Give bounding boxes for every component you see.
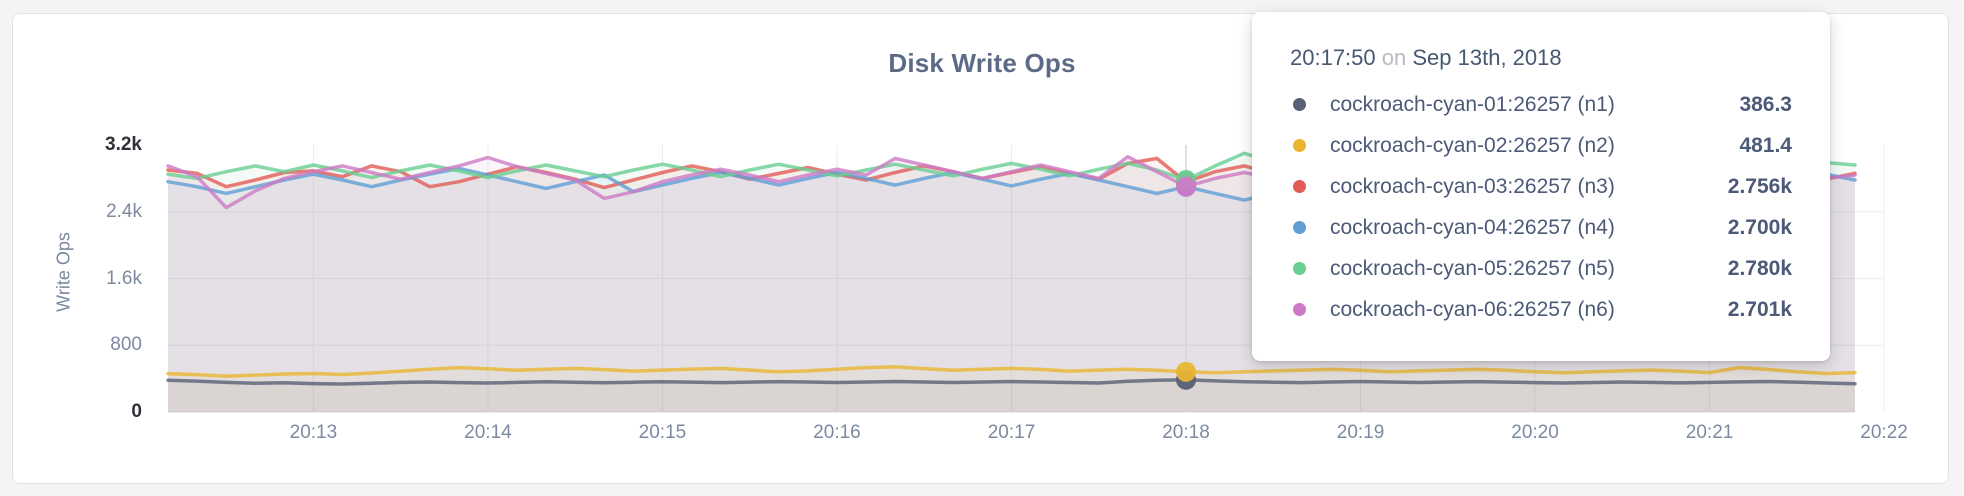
tooltip-series-name: cockroach-cyan-02:26257 (n2) — [1330, 133, 1615, 157]
tooltip-rows: cockroach-cyan-01:26257 (n1) 386.3 cockroa… — [1290, 84, 1792, 330]
series-color-dot-icon — [1293, 139, 1306, 152]
x-tick-label: 20:18 — [1162, 422, 1210, 443]
x-tick-label: 20:15 — [638, 422, 687, 443]
tooltip-series-name: cockroach-cyan-04:26257 (n4) — [1330, 215, 1615, 239]
x-tick-label: 20:22 — [1860, 422, 1908, 443]
tooltip-conjunction: on — [1381, 45, 1407, 70]
x-tick-label: 20:16 — [813, 422, 861, 443]
x-tick-label: 20:19 — [1336, 422, 1385, 443]
tooltip-row: cockroach-cyan-05:26257 (n5) 2.780k — [1290, 248, 1792, 289]
series-color-dot-icon — [1293, 180, 1306, 193]
tooltip-date: Sep 13th, 2018 — [1412, 45, 1562, 70]
series-color-dot-icon — [1293, 221, 1306, 234]
tooltip-series-name: cockroach-cyan-01:26257 (n1) — [1330, 92, 1615, 116]
tooltip-row: cockroach-cyan-01:26257 (n1) 386.3 — [1290, 84, 1792, 125]
tooltip-row: cockroach-cyan-04:26257 (n4) 2.700k — [1290, 207, 1792, 248]
y-tick-label: 0 — [131, 401, 142, 422]
tooltip-series-name: cockroach-cyan-03:26257 (n3) — [1330, 174, 1615, 198]
tooltip-series-name: cockroach-cyan-05:26257 (n5) — [1330, 256, 1615, 280]
series-color-dot-icon — [1293, 98, 1306, 111]
x-tick-label: 20:21 — [1685, 422, 1734, 443]
tooltip-row: cockroach-cyan-02:26257 (n2) 481.4 — [1290, 125, 1792, 166]
x-tick-label: 20:14 — [464, 422, 512, 443]
tooltip-row: cockroach-cyan-03:26257 (n3) 2.756k — [1290, 166, 1792, 207]
tooltip-row: cockroach-cyan-06:26257 (n6) 2.701k — [1290, 289, 1792, 330]
y-tick-label: 3.2k — [105, 134, 142, 155]
tooltip-header: 20:17:50 on Sep 13th, 2018 — [1290, 45, 1792, 71]
series-color-dot-icon — [1293, 262, 1306, 275]
x-tick-label: 20:20 — [1511, 422, 1559, 443]
hover-tooltip: 20:17:50 on Sep 13th, 2018 cockroach-cya… — [1252, 12, 1830, 361]
y-tick-label: 800 — [110, 334, 142, 356]
tooltip-series-value: 2.700k — [1727, 215, 1792, 239]
tooltip-series-value: 2.756k — [1727, 174, 1792, 198]
y-tick-label: 1.6k — [106, 267, 142, 289]
tooltip-time: 20:17:50 — [1290, 45, 1376, 70]
tooltip-series-value: 386.3 — [1739, 92, 1792, 116]
y-tick-label: 2.4k — [106, 200, 142, 222]
x-tick-label: 20:17 — [987, 422, 1036, 443]
tooltip-series-value: 2.780k — [1727, 256, 1792, 280]
tooltip-series-value: 2.701k — [1727, 297, 1792, 321]
series-color-dot-icon — [1293, 303, 1306, 316]
x-tick-label: 20:13 — [289, 422, 338, 443]
chart-title: Disk Write Ops — [888, 48, 1076, 78]
tooltip-series-value: 481.4 — [1739, 133, 1792, 157]
tooltip-series-name: cockroach-cyan-06:26257 (n6) — [1330, 297, 1615, 321]
